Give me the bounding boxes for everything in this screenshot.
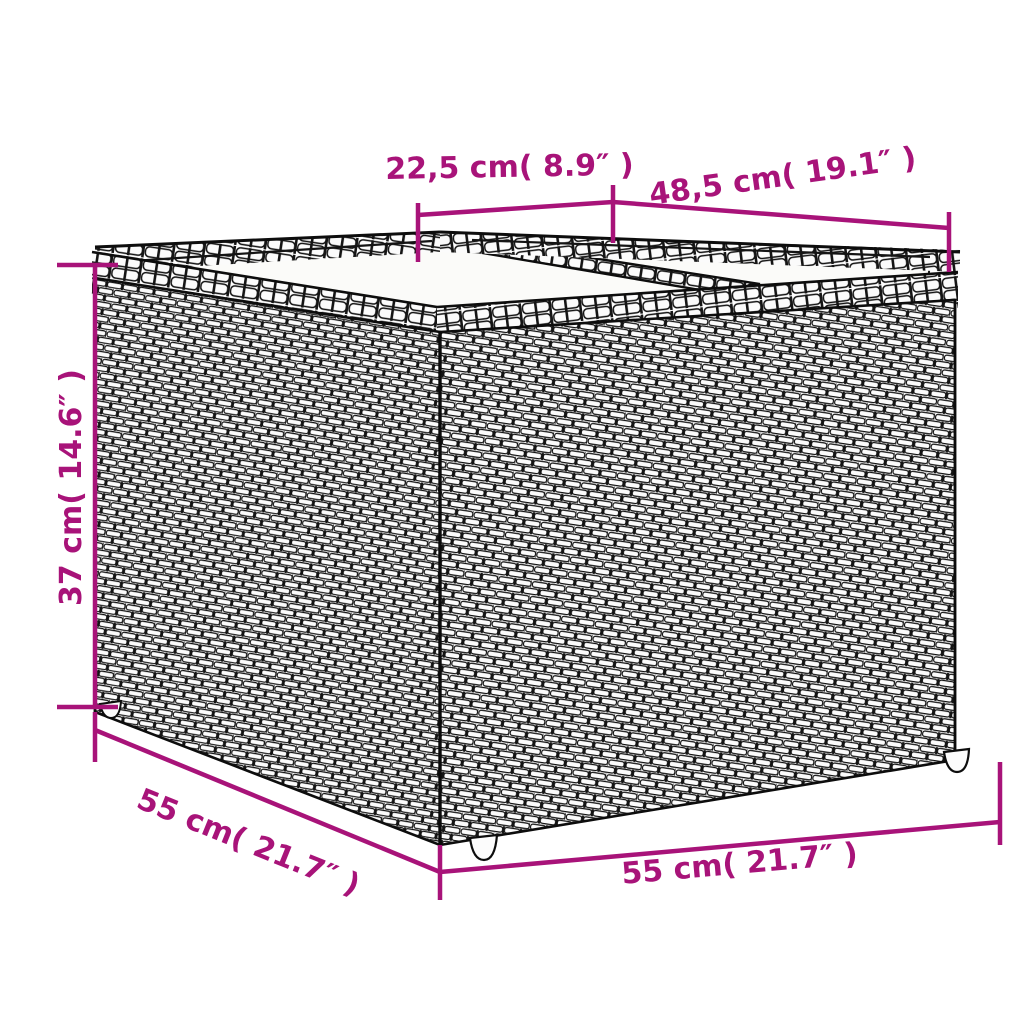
rim-front-right-top-edge <box>436 270 959 309</box>
dim-line-depth <box>94 727 441 875</box>
dimension-label-height: 37 cm( 14.6″ ) <box>53 369 89 606</box>
rim-front-left-top-edge <box>91 250 438 309</box>
foot-right <box>942 747 971 774</box>
dim-line-top-left <box>417 199 614 218</box>
dimension-label-top-left: 22,5 cm( 8.9″ ) <box>385 147 634 187</box>
rim-back-right-inner <box>471 238 931 259</box>
dim-line-top-right <box>612 199 950 231</box>
rattan-front-panel <box>440 300 955 845</box>
rim-back-right-edge <box>439 230 961 254</box>
table-feet <box>98 699 971 862</box>
rim-back-left-edge <box>94 230 441 249</box>
foot-front-left <box>468 833 499 862</box>
glass-panel-left-sheen <box>132 244 690 316</box>
rim-back-left-inner <box>117 239 433 264</box>
dim-line-width <box>439 819 1001 875</box>
